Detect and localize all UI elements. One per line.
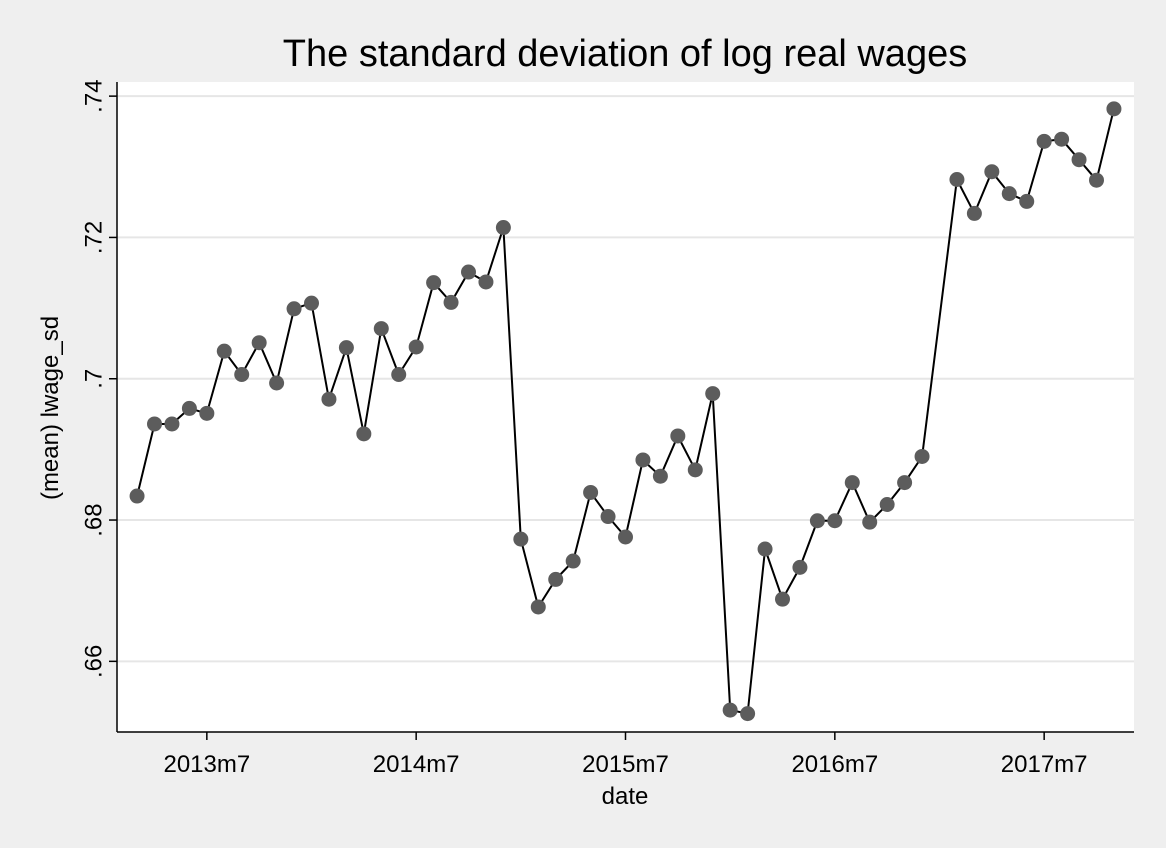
data-point (984, 164, 1000, 180)
data-point (809, 513, 825, 529)
chart-title: The standard deviation of log real wages (283, 33, 967, 75)
data-point (897, 475, 913, 491)
data-point (147, 416, 163, 432)
plot-area (117, 82, 1134, 732)
data-point (495, 220, 511, 236)
data-point (949, 172, 965, 187)
data-point (269, 375, 285, 391)
data-point (862, 514, 878, 530)
data-point (583, 484, 599, 500)
y-tick-label: .74 (80, 79, 107, 112)
x-ticks: 2013m7 2014m7 2015m7 2016m7 2017m7 (163, 732, 1088, 778)
data-point (548, 571, 564, 587)
data-point (966, 205, 982, 221)
data-point (234, 367, 250, 382)
data-point (426, 275, 442, 291)
x-axis-label: date (602, 783, 649, 810)
data-point (321, 391, 337, 407)
data-point (757, 541, 773, 557)
y-axis-label: (mean) lwage_sd (37, 316, 64, 500)
data-point (338, 340, 354, 356)
gridlines (117, 95, 1134, 663)
data-point (600, 509, 616, 525)
y-ticks: .66 .68 .7 .72 .74 (80, 79, 117, 678)
y-tick-label: .68 (80, 503, 107, 536)
data-point (129, 488, 145, 504)
data-point (722, 702, 738, 718)
y-tick-label: .7 (80, 369, 107, 389)
data-point (478, 274, 494, 290)
data-point (1054, 131, 1070, 147)
data-point (879, 497, 895, 512)
data-point (286, 301, 302, 317)
data-point (687, 462, 703, 478)
data-point (530, 599, 546, 615)
data-point (740, 706, 756, 722)
data-point (670, 428, 686, 444)
series-layer (129, 101, 1122, 722)
x-tick-label: 2016m7 (791, 751, 878, 778)
data-point (914, 448, 930, 464)
data-point (461, 264, 477, 280)
data-point (251, 335, 267, 351)
data-point (1088, 172, 1104, 188)
y-tick-label: .66 (80, 645, 107, 678)
data-point (827, 513, 843, 529)
data-point (618, 529, 633, 545)
data-point (391, 367, 407, 382)
x-tick-label: 2014m7 (373, 751, 460, 778)
x-tick-label: 2015m7 (582, 751, 669, 778)
data-point (844, 475, 860, 491)
data-point (1019, 193, 1035, 209)
data-point (443, 294, 459, 310)
data-point (199, 405, 215, 421)
data-point (705, 386, 721, 402)
data-point (513, 531, 529, 547)
data-point (1001, 186, 1017, 202)
data-point (792, 559, 808, 575)
data-point (181, 400, 197, 416)
data-point (164, 416, 180, 432)
data-point (565, 553, 581, 569)
data-point (652, 468, 668, 484)
data-point (635, 452, 651, 468)
x-tick-label: 2017m7 (1001, 751, 1088, 778)
data-point (774, 591, 790, 607)
data-point (1106, 101, 1122, 117)
data-point (373, 321, 389, 337)
data-point (408, 339, 424, 355)
data-point (1036, 133, 1052, 149)
data-point (1071, 152, 1087, 168)
data-point (216, 343, 232, 359)
y-tick-label: .72 (80, 221, 107, 254)
data-point (356, 426, 372, 442)
data-point (304, 295, 320, 311)
x-tick-label: 2013m7 (163, 751, 250, 778)
